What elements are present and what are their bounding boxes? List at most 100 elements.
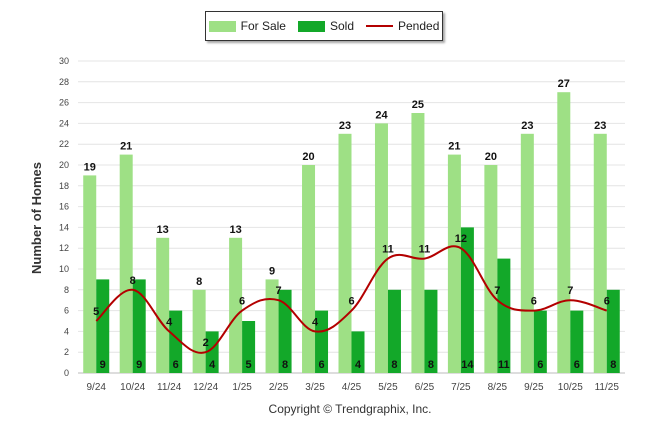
x-tick-label: 5/25 — [378, 382, 398, 393]
data-label-for-sale: 13 — [229, 224, 241, 236]
legend-swatch-for-sale — [208, 20, 236, 32]
y-tick-label: 26 — [59, 98, 69, 108]
bar-sold[interactable] — [315, 310, 329, 373]
x-tick-label: 4/25 — [342, 382, 362, 393]
data-label-for-sale: 9 — [269, 265, 275, 277]
x-tick-label: 6/25 — [415, 382, 435, 393]
bar-for-sale[interactable] — [83, 175, 97, 373]
x-tick-label: 9/24 — [86, 382, 106, 393]
x-tick-label: 11/24 — [157, 382, 182, 393]
bar-sold[interactable] — [351, 331, 365, 373]
y-tick-label: 14 — [59, 222, 69, 232]
bar-sold[interactable] — [96, 279, 110, 373]
data-label-pended: 6 — [348, 296, 354, 308]
bar-sold[interactable] — [497, 258, 511, 373]
y-tick-label: 12 — [59, 243, 69, 253]
bar-sold[interactable] — [132, 279, 146, 373]
bar-for-sale[interactable] — [302, 165, 316, 373]
bar-for-sale[interactable] — [557, 92, 571, 373]
x-tick-label: 9/25 — [524, 382, 544, 393]
data-label-for-sale: 20 — [485, 151, 497, 163]
bar-sold[interactable] — [606, 289, 620, 373]
data-label-sold: 6 — [173, 359, 179, 371]
legend-swatch-sold — [297, 20, 325, 32]
bar-for-sale[interactable] — [338, 133, 352, 373]
bar-for-sale[interactable] — [156, 237, 170, 373]
y-tick-label: 4 — [64, 326, 69, 336]
bar-for-sale[interactable] — [119, 154, 133, 373]
legend-item-for-sale[interactable]: For Sale — [208, 19, 286, 33]
data-label-pended: 2 — [203, 337, 209, 349]
y-tick-label: 22 — [59, 139, 69, 149]
bar-for-sale[interactable] — [520, 133, 534, 373]
data-label-sold: 4 — [209, 359, 216, 371]
data-label-pended: 7 — [276, 285, 282, 297]
y-tick-label: 10 — [59, 264, 69, 274]
data-label-pended: 8 — [130, 275, 136, 287]
bar-sold[interactable] — [460, 227, 474, 373]
bar-for-sale[interactable] — [265, 279, 279, 373]
legend: For Sale Sold Pended — [205, 11, 443, 41]
bar-for-sale[interactable] — [229, 237, 243, 373]
y-tick-label: 24 — [59, 118, 69, 128]
y-tick-label: 16 — [59, 202, 69, 212]
y-tick-label: 6 — [64, 306, 69, 316]
bar-sold[interactable] — [205, 331, 219, 373]
legend-label-for-sale: For Sale — [240, 19, 286, 33]
data-label-for-sale: 8 — [196, 276, 202, 288]
bar-for-sale[interactable] — [374, 123, 388, 374]
data-label-for-sale: 19 — [84, 161, 96, 173]
data-label-for-sale: 23 — [521, 120, 533, 132]
data-label-pended: 12 — [455, 233, 467, 245]
x-tick-label: 8/25 — [488, 382, 508, 393]
data-label-for-sale: 21 — [448, 141, 460, 153]
data-label-for-sale: 23 — [339, 120, 351, 132]
x-tick-label: 12/24 — [193, 382, 218, 393]
legend-label-sold: Sold — [329, 19, 354, 33]
bar-for-sale[interactable] — [593, 133, 607, 373]
bar-sold[interactable] — [387, 289, 401, 373]
bar-sold[interactable] — [278, 289, 292, 373]
bar-sold[interactable] — [570, 310, 584, 373]
bar-for-sale[interactable] — [484, 165, 498, 373]
data-label-pended: 5 — [93, 306, 99, 318]
data-label-pended: 4 — [166, 316, 173, 328]
data-label-for-sale: 13 — [157, 224, 169, 236]
y-tick-label: 2 — [64, 347, 69, 357]
data-label-pended: 6 — [239, 296, 245, 308]
legend-label-pended: Pended — [398, 19, 440, 33]
series-line-pended[interactable] — [95, 245, 608, 354]
data-label-sold: 6 — [574, 359, 580, 371]
x-axis-ticks: 9/24 10/24 11/24 12/24 1/25 2/25 3/25 4/25 5/25 6… — [86, 382, 619, 393]
data-label-sold: 14 — [461, 359, 474, 371]
data-label-sold: 8 — [282, 359, 288, 371]
legend-item-sold[interactable]: Sold — [297, 19, 354, 33]
y-tick-label: 18 — [59, 181, 69, 191]
y-tick-label: 20 — [59, 160, 69, 170]
data-label-pended: 11 — [382, 244, 394, 256]
y-tick-label: 8 — [64, 285, 69, 295]
bar-sold[interactable] — [169, 310, 183, 373]
y-tick-label: 28 — [59, 77, 69, 87]
x-tick-label: 7/25 — [451, 382, 471, 393]
data-label-for-sale: 27 — [558, 78, 570, 90]
data-label-for-sale: 20 — [302, 151, 314, 163]
data-label-sold: 8 — [391, 359, 397, 371]
bar-for-sale[interactable] — [411, 113, 425, 373]
data-label-sold: 5 — [246, 359, 252, 371]
bar-for-sale[interactable] — [447, 154, 461, 373]
x-tick-label: 3/25 — [305, 382, 325, 393]
x-tick-label: 10/25 — [558, 382, 583, 393]
bar-sold[interactable] — [533, 310, 547, 373]
bar-sold[interactable] — [242, 321, 256, 373]
bar-for-sale[interactable] — [192, 289, 206, 373]
data-label-pended: 11 — [419, 244, 431, 256]
legend-item-pended[interactable]: Pended — [366, 19, 439, 33]
x-tick-label: 2/25 — [269, 382, 289, 393]
data-label-pended: 7 — [567, 285, 573, 297]
pended-line — [95, 245, 608, 354]
bar-sold[interactable] — [424, 289, 438, 373]
x-tick-label: 11/25 — [595, 382, 620, 393]
